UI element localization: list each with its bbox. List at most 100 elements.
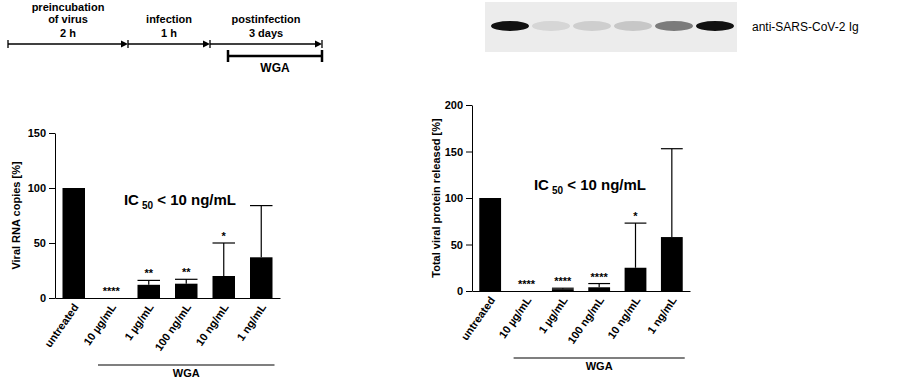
tick-label: 200 [445,99,463,111]
tick-label: 1 ng/mL [234,301,268,343]
tick-mark [49,133,55,134]
y-axis: 0 50 100 150 [28,127,56,304]
x-axis: untreated10 µg/mL1 µg/mL100 ng/mL10 ng/m… [459,291,691,346]
tick-label: 10 µg/mL [81,301,118,347]
arrow-head [203,41,210,48]
error-bar [625,223,647,268]
timeline-label: postinfection [231,13,300,25]
x-tick: untreated [459,291,498,342]
tick-mark [466,105,472,106]
significance: **** [591,271,609,283]
timeline-arrow [128,43,208,44]
x-tick: 10 ng/mL [605,291,643,341]
y-tick: 200 [445,99,472,111]
timeline-tick [7,40,8,48]
tick-label: untreated [42,301,81,349]
tick-label: 100 [28,182,46,194]
timeline-duration: 3 days [249,27,283,39]
timeline-tick [321,40,322,48]
y-tick: 50 [34,237,55,249]
x-tick: 10 µg/mL [81,298,118,348]
tick-label: 100 ng/mL [152,301,193,353]
bar [213,276,236,298]
significance: * [633,210,638,222]
y-tick: 50 [451,239,472,251]
error-bar [175,279,198,283]
x-tick: 1 µg/mL [122,298,156,342]
blot-band [491,21,529,31]
tick-label: 10 ng/mL [193,301,231,348]
annotation: IC50 < 10 ng/mL [534,176,646,196]
significance: **** [518,278,536,290]
axis-line [472,106,473,292]
tick-mark [466,245,472,246]
axis-line [473,291,691,292]
axis-line [56,298,281,299]
blot-membrane [485,2,737,52]
bar [661,237,683,291]
error-bar [250,206,273,258]
blot-band [614,21,652,31]
tick-mark [49,188,55,189]
y-axis-title: Total viral protein released [%] [430,118,442,278]
arrow-head [315,41,322,48]
tick-mark [466,198,472,199]
blot-band [655,21,693,31]
blot-label: anti-SARS-CoV-2 Ig [752,20,859,34]
timeline-arrow [210,43,320,44]
tick-mark [49,243,55,244]
timeline-duration: 1 h [161,27,177,39]
x-tick: 1 ng/mL [234,298,268,343]
western-blot: anti-SARS-CoV-2 Ig [485,2,859,52]
group-bracket [514,357,685,358]
tick-mark [49,298,55,299]
tick-label: untreated [459,294,498,342]
tick-mark [466,152,472,153]
error-bar [588,284,610,288]
bar [63,188,86,298]
y-axis: 0 50 100 150 200 [445,99,473,297]
annotation-subscript: 50 [142,200,154,211]
y-tick: 150 [28,127,55,139]
axis-line [55,134,56,299]
timeline: preincubationof virus2 hinfection1 hpost… [8,1,322,75]
group-label: WGA [173,367,200,379]
annotation-part: IC [534,176,549,193]
tick-label: 10 ng/mL [605,294,643,341]
plot-area [63,188,273,298]
group-bracket [98,364,275,365]
timeline-tick [209,40,210,48]
x-tick: 1 ng/mL [645,291,679,336]
bar [552,289,574,291]
tick-label: 150 [445,146,463,158]
error-bar [138,280,161,284]
chart: 0 50 100 150 untreated10 µg/mL1 µg/mL100 ng/… [10,127,281,379]
tick-label: 100 [445,192,463,204]
tick-label: 100 ng/mL [565,294,606,346]
chart: 0 50 100 150 200 untreated10 µg/mL1 µg/mL100 … [430,99,691,372]
y-axis-title: Viral RNA copies [%] [10,161,22,270]
y-tick: 100 [445,192,472,204]
annotation-subscript: 50 [552,185,564,196]
bar [516,291,538,292]
figure: preincubationof virus2 hinfection1 hpost… [0,0,921,382]
y-tick: 100 [28,182,55,194]
timeline-label: of virus [48,13,88,25]
y-tick: 0 [40,292,55,304]
x-tick: 100 ng/mL [152,298,193,353]
bar [175,284,198,298]
error-bar [661,149,683,237]
y-tick: 0 [457,285,472,297]
error-bar [552,288,574,290]
treatment-bar-end [227,50,230,62]
tick-label: 150 [28,127,46,139]
annotation-part: < 10 ng/mL [563,176,646,193]
significance: ** [182,266,191,278]
bar [479,198,501,291]
tick-label: 10 µg/mL [496,294,533,340]
treatment-bar [228,55,322,58]
tick-label: 1 ng/mL [645,294,679,336]
blot-band [532,21,570,31]
timeline-tick [127,40,128,48]
x-tick: 100 ng/mL [565,291,606,346]
